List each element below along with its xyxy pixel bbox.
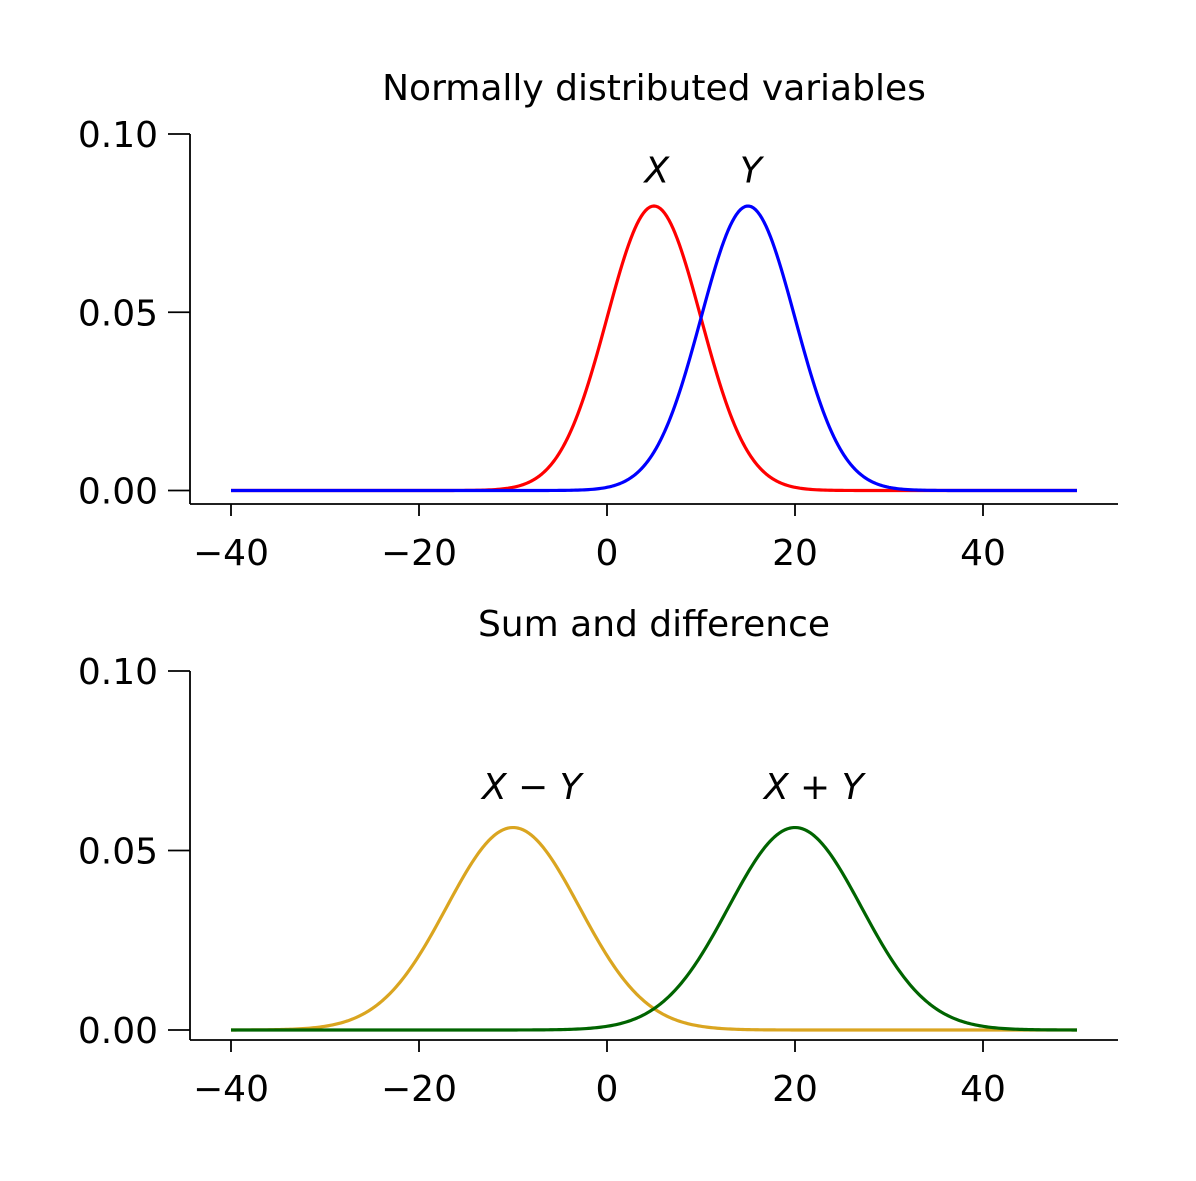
top-x-tick-label: 40 — [960, 533, 1006, 574]
bottom-x-tick-label: −20 — [381, 1069, 457, 1110]
bottom-series-1-line — [231, 825, 1078, 1032]
top-x-tick-label: −40 — [193, 533, 269, 574]
bottom-x-tick-label: 0 — [596, 1069, 619, 1110]
top-y-tick-label: 0.10 — [78, 115, 158, 156]
bottom-x-tick-label: 20 — [772, 1069, 818, 1110]
bottom-chart-title: Sum and difference — [478, 604, 830, 645]
bottom-chart-panel: Sum and difference −40 −20 0 20 40 0.00 0.05 0.… — [78, 604, 1118, 1110]
bottom-y-tick-label: 0.10 — [78, 652, 158, 693]
top-annotation-1: Y — [740, 151, 765, 192]
top-series-1-line — [231, 204, 1077, 493]
top-y-tick-label: 0.05 — [78, 293, 158, 334]
top-x-tick-label: 0 — [596, 533, 619, 574]
bottom-x-tick-label: −40 — [193, 1069, 269, 1110]
top-chart-title: Normally distributed variables — [382, 68, 926, 109]
top-x-tick-label: 20 — [772, 533, 818, 574]
top-x-tick-label: −20 — [381, 533, 457, 574]
bottom-annotation-0: X − Y — [480, 767, 585, 808]
top-y-tick-label: 0.00 — [78, 472, 158, 513]
bottom-y-tick-label: 0.05 — [78, 832, 158, 873]
bottom-y-tick-label: 0.00 — [78, 1011, 158, 1052]
bottom-annotation-1: X + Y — [762, 767, 867, 808]
top-chart-panel: Normally distributed variables −40 −20 0 20… — [78, 68, 1118, 574]
top-annotation-0: X — [642, 151, 670, 192]
bottom-x-tick-label: 40 — [960, 1069, 1006, 1110]
